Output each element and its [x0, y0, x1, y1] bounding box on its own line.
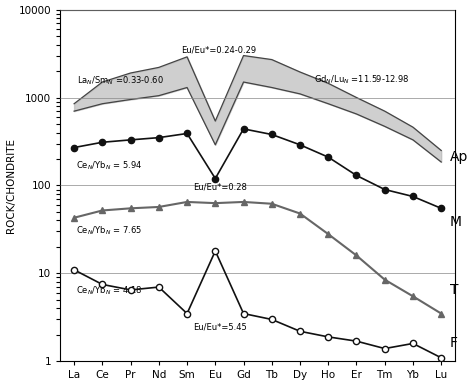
Text: La$_N$/Sm$_N$ =0.33-0.60: La$_N$/Sm$_N$ =0.33-0.60 — [77, 75, 164, 88]
Text: F: F — [450, 337, 458, 350]
Text: Ce$_N$/Yb$_N$ = 5.94: Ce$_N$/Yb$_N$ = 5.94 — [75, 159, 142, 171]
Text: Eu/Eu*=0.28: Eu/Eu*=0.28 — [193, 183, 246, 191]
Text: Eu/Eu*=5.45: Eu/Eu*=5.45 — [193, 322, 246, 331]
Text: T: T — [450, 283, 458, 297]
Y-axis label: ROCK/CHONDRITE: ROCK/CHONDRITE — [6, 138, 16, 233]
Text: Ce$_N$/Yb$_N$ = 7.65: Ce$_N$/Yb$_N$ = 7.65 — [75, 225, 141, 237]
Text: Ap: Ap — [450, 150, 468, 164]
Text: Eu/Eu*=0.24-0.29: Eu/Eu*=0.24-0.29 — [182, 45, 256, 54]
Text: Ce$_N$/Yb$_N$ = 4.18: Ce$_N$/Yb$_N$ = 4.18 — [75, 284, 142, 297]
Text: M: M — [450, 215, 462, 229]
Text: Gd$_N$/Lu$_N$ =11.59-12.98: Gd$_N$/Lu$_N$ =11.59-12.98 — [314, 74, 410, 86]
